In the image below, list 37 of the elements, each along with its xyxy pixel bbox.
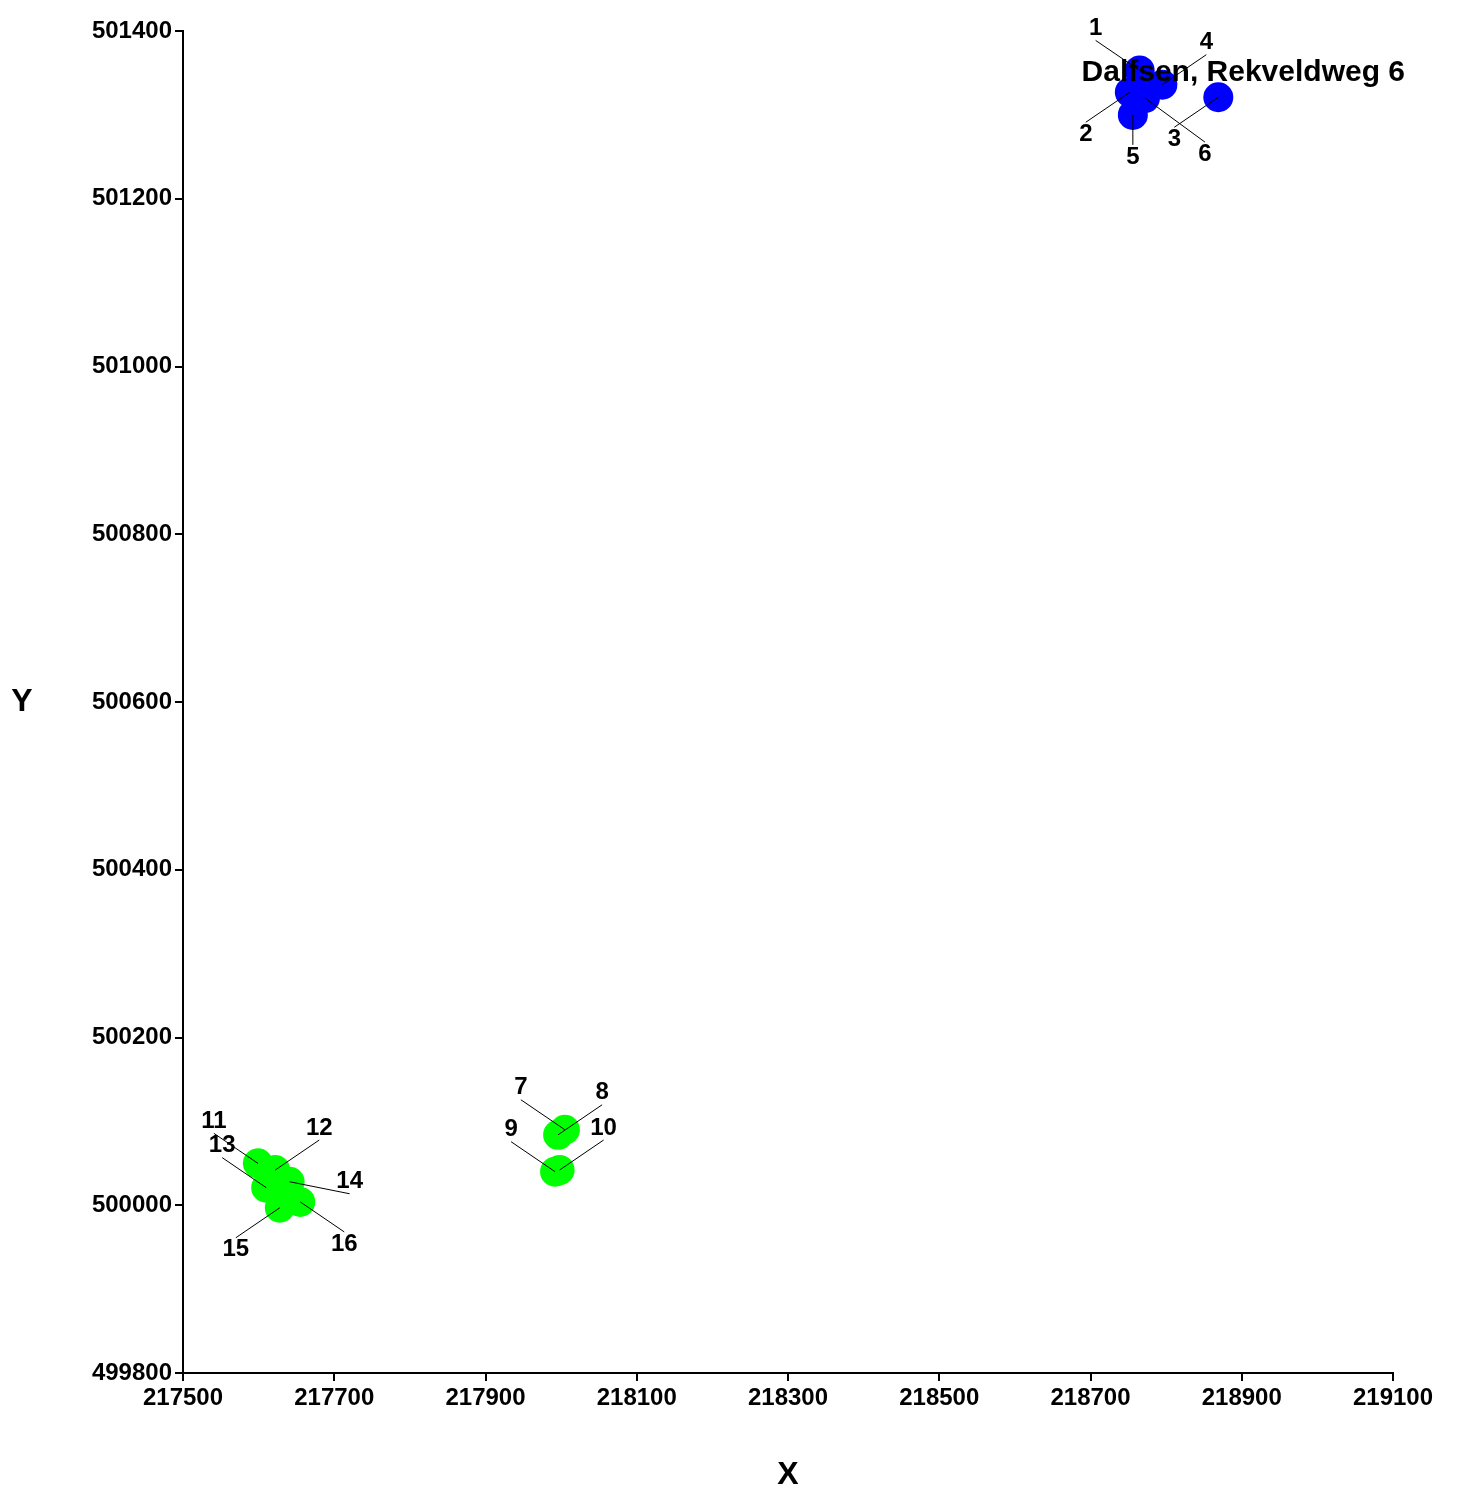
y-tick-label: 500800	[91, 518, 172, 546]
annotation: 15	[222, 1234, 250, 1262]
annotation: 4	[1199, 27, 1214, 55]
x-tick-label: 217700	[294, 1383, 375, 1411]
x-tick-label: 218900	[1201, 1383, 1282, 1411]
x-tick-label: 219100	[1352, 1383, 1434, 1411]
x-axis-title: X	[777, 1454, 800, 1491]
annotation: 6	[1198, 138, 1212, 166]
annotation: 1	[1088, 13, 1103, 41]
x-tick-label: 218300	[747, 1383, 829, 1411]
y-tick-label: 500400	[91, 854, 172, 882]
annotation: 16	[330, 1228, 358, 1256]
annotation: 13	[208, 1130, 236, 1158]
x-tick-label: 217500	[142, 1383, 224, 1411]
y-tick-label: 500200	[91, 1022, 172, 1050]
x-tick-label: 217900	[445, 1383, 526, 1411]
y-tick-label: 501000	[91, 351, 172, 379]
annotation: 7	[514, 1072, 528, 1100]
y-tick-label: 501200	[91, 183, 172, 211]
annotation: 3	[1167, 123, 1181, 151]
annotation: 9	[504, 1114, 518, 1142]
y-tick-label: 501400	[91, 15, 172, 43]
annotation: 8	[595, 1077, 609, 1105]
point	[543, 1119, 574, 1150]
annotation: 14	[336, 1166, 364, 1194]
x-tick-label: 218700	[1050, 1383, 1131, 1411]
y-tick-label: 500600	[91, 686, 172, 714]
annotation: 12	[305, 1112, 333, 1140]
annotation: 2	[1079, 118, 1093, 146]
y-axis-title: Y	[11, 681, 33, 718]
y-tick-label: 500000	[91, 1189, 172, 1217]
annotation: 11	[201, 1105, 227, 1133]
annotation: 10	[590, 1112, 617, 1140]
annotation: 5	[1126, 141, 1140, 169]
y-tick-label: 499800	[91, 1357, 172, 1385]
x-tick-label: 218100	[596, 1383, 677, 1411]
x-tick-label: 218500	[899, 1383, 980, 1411]
